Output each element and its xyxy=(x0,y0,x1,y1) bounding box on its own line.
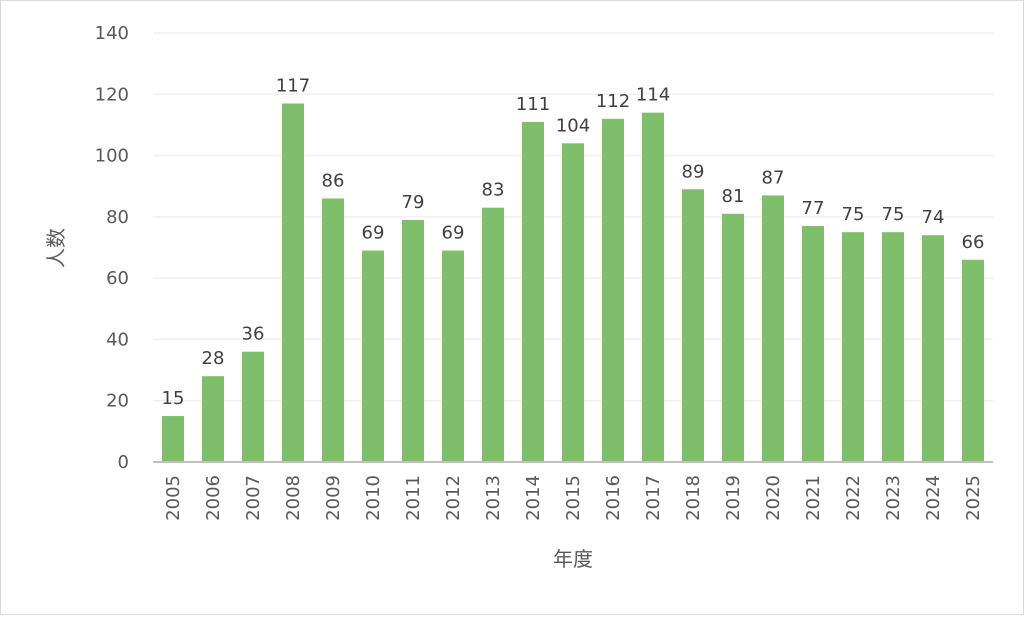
data-label-2016: 112 xyxy=(596,91,630,112)
x-axis-title: 年度 xyxy=(553,547,593,571)
bar-2011 xyxy=(402,219,424,462)
data-label-2013: 83 xyxy=(482,180,505,201)
x-tick-label: 2025 xyxy=(963,475,984,521)
x-tick-label: 2020 xyxy=(763,475,784,521)
data-label-2025: 66 xyxy=(962,232,985,253)
y-tick-label: 40 xyxy=(106,329,129,350)
bar-2007 xyxy=(242,351,264,462)
bar-2021 xyxy=(802,226,824,462)
x-tick-label: 2005 xyxy=(163,475,184,521)
x-tick-label: 2024 xyxy=(923,475,944,521)
data-label-2005: 15 xyxy=(162,388,185,409)
bar-2014 xyxy=(522,121,544,462)
y-tick-label: 120 xyxy=(95,84,129,105)
bar-2024 xyxy=(922,235,944,462)
data-label-2023: 75 xyxy=(882,204,905,225)
data-label-2019: 81 xyxy=(722,186,745,207)
y-axis-title: 人数 xyxy=(44,228,68,268)
bar-2019 xyxy=(722,213,744,462)
x-tick-label: 2012 xyxy=(443,475,464,521)
x-tick-label: 2010 xyxy=(363,475,384,521)
bar-2018 xyxy=(682,189,704,462)
x-tick-label: 2007 xyxy=(243,475,264,521)
x-tick-label: 2008 xyxy=(283,475,304,521)
data-label-2011: 79 xyxy=(402,192,425,213)
x-tick-label: 2017 xyxy=(643,475,664,521)
data-label-2017: 114 xyxy=(636,85,670,106)
bar-2017 xyxy=(642,112,664,463)
y-axis-ticks: 0 20 40 60 80 100 120 140 xyxy=(95,23,129,473)
x-tick-label: 2019 xyxy=(723,475,744,521)
x-tick-label: 2011 xyxy=(403,475,424,521)
y-tick-label: 60 xyxy=(106,268,129,289)
y-tick-label: 0 xyxy=(118,452,129,473)
x-tick-label: 2014 xyxy=(523,475,544,521)
data-label-2009: 86 xyxy=(322,170,345,191)
x-tick-label: 2021 xyxy=(803,475,824,521)
x-tick-label: 2018 xyxy=(683,475,704,521)
bar-2010 xyxy=(362,250,384,462)
data-label-2018: 89 xyxy=(682,161,705,182)
y-tick-label: 20 xyxy=(106,391,129,412)
data-labels: 15 28 36 117 86 69 79 69 83 111 104 112 114 89 81 87 77 7… xyxy=(162,75,985,409)
data-label-2010: 69 xyxy=(362,223,385,244)
bar-2016 xyxy=(602,118,624,463)
data-label-2014: 111 xyxy=(516,94,550,115)
bar-2022 xyxy=(842,232,864,462)
bar-2005 xyxy=(162,416,184,462)
bar-2013 xyxy=(482,207,504,462)
x-tick-label: 2015 xyxy=(563,475,584,521)
bar-2012 xyxy=(442,250,464,462)
x-tick-label: 2006 xyxy=(203,475,224,521)
x-tick-label: 2013 xyxy=(483,475,504,521)
y-tick-label: 80 xyxy=(106,207,129,228)
data-label-2021: 77 xyxy=(802,198,825,219)
data-label-2020: 87 xyxy=(762,167,785,188)
x-tick-label: 2023 xyxy=(883,475,904,521)
bar-2023 xyxy=(882,232,904,462)
data-label-2024: 74 xyxy=(922,207,945,228)
bar-2008 xyxy=(282,103,304,462)
bar-2009 xyxy=(322,198,344,462)
bar-2006 xyxy=(202,376,224,462)
data-label-2012: 69 xyxy=(442,223,465,244)
x-axis-ticks: 2005 2006 2007 2008 2009 2010 2011 2012 2013 2014… xyxy=(163,475,984,521)
y-tick-label: 100 xyxy=(95,146,129,167)
data-label-2007: 36 xyxy=(242,324,265,345)
x-tick-label: 2022 xyxy=(843,475,864,521)
bar-2020 xyxy=(762,195,784,462)
data-label-2015: 104 xyxy=(556,115,590,136)
bars xyxy=(162,103,984,463)
bar-2025 xyxy=(962,259,984,462)
bar-2015 xyxy=(562,143,584,463)
x-tick-label: 2009 xyxy=(323,475,344,521)
data-label-2008: 117 xyxy=(276,75,310,96)
y-tick-label: 140 xyxy=(95,23,129,44)
data-label-2006: 28 xyxy=(202,348,225,369)
x-tick-label: 2016 xyxy=(603,475,624,521)
data-label-2022: 75 xyxy=(842,204,865,225)
